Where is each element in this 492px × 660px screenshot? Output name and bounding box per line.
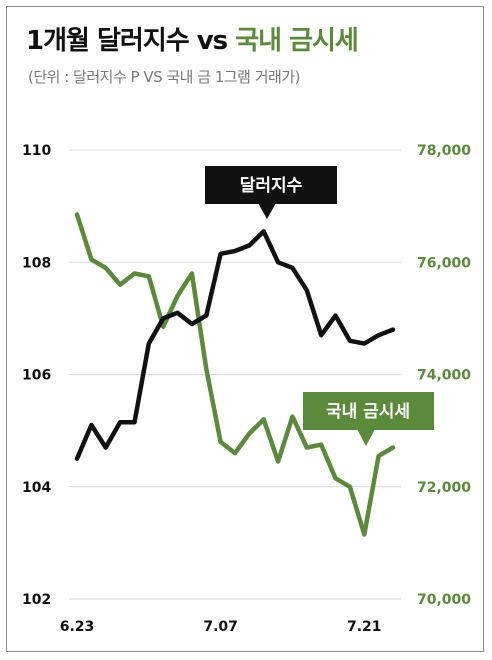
left-axis-tick-label: 102: [22, 592, 51, 608]
x-axis-tick-label: 7.21: [347, 619, 382, 635]
chart-frame: [6, 6, 484, 652]
left-axis-tick-label: 106: [22, 368, 51, 384]
left-axis-tick-label: 110: [22, 143, 51, 159]
right-axis-tick-label: 70,000: [417, 592, 471, 608]
x-axis-tick-label: 6.23: [60, 619, 95, 635]
title-dollar-part: 1개월 달러지수 vs: [26, 26, 236, 56]
chart-title: 1개월 달러지수 vs 국내 금시세: [26, 20, 359, 57]
gold-callout-pointer: [357, 429, 375, 446]
left-axis-tick-label: 104: [22, 480, 51, 496]
dollar-callout-box: [205, 166, 337, 204]
dollar-callout-pointer: [258, 203, 276, 219]
right-axis-tick-label: 72,000: [417, 480, 471, 496]
x-axis-tick-label: 7.07: [203, 619, 238, 635]
dollar-index-line: [74, 229, 396, 461]
title-gold-part: 국내 금시세: [235, 26, 359, 56]
gold-series-label: 국내 금시세: [326, 402, 410, 422]
right-axis-tick-label: 74,000: [417, 368, 471, 384]
gold-price-line: [74, 212, 396, 537]
right-axis-tick-label: 76,000: [417, 255, 471, 271]
gold-callout-box: [303, 392, 434, 430]
right-axis-tick-label: 78,000: [417, 143, 471, 159]
chart-subtitle: (단위 : 달러지수 P VS 국내 금 1그램 거래가): [28, 68, 300, 86]
left-axis-tick-label: 108: [22, 255, 51, 271]
dollar-series-label: 달러지수: [240, 175, 303, 196]
